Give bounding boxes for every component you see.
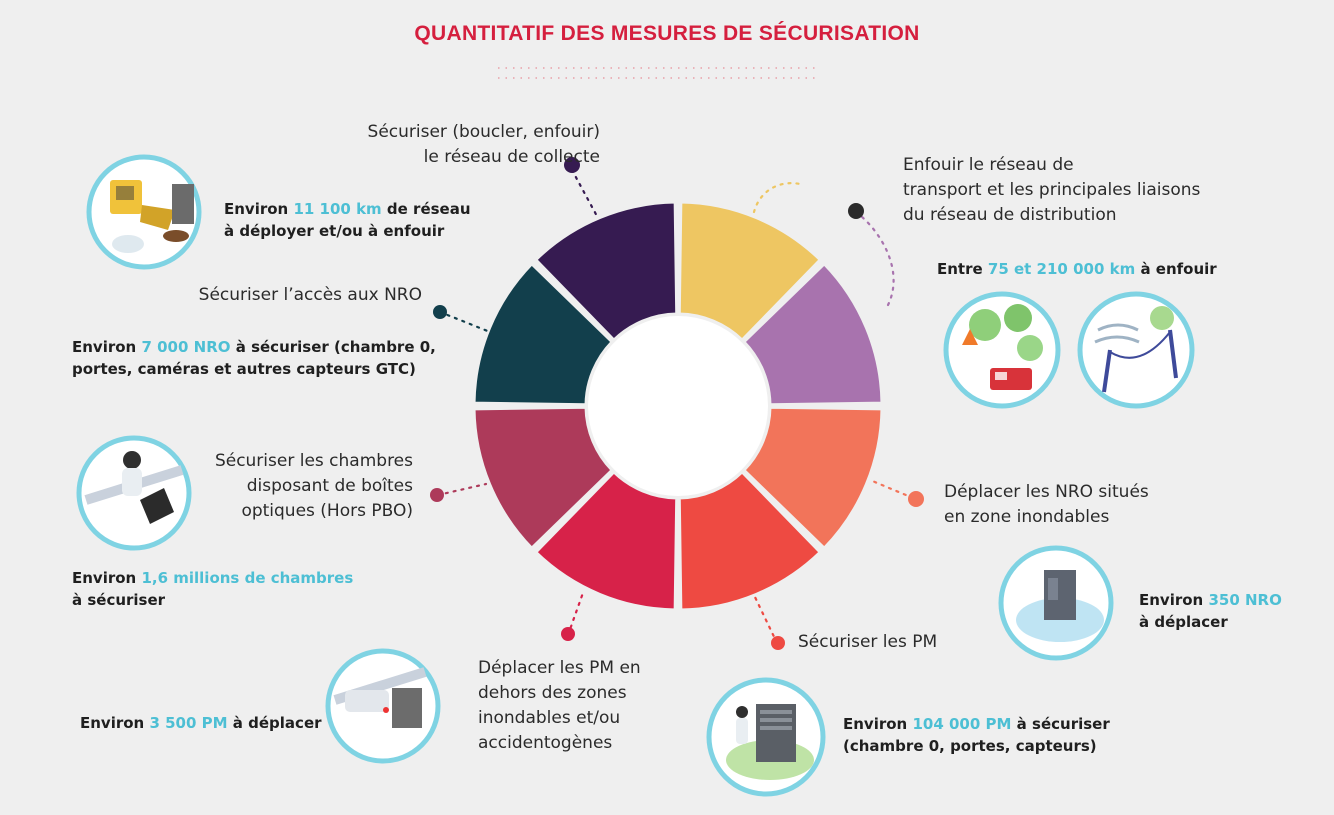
wind-icon [1077, 291, 1195, 409]
seg-pm [677, 470, 822, 612]
seg-pm-deplacer [534, 470, 679, 612]
label-chambres: Sécuriser les chambres disposant de boît… [214, 451, 413, 521]
connectors [436, 168, 915, 645]
donut-hole [588, 316, 768, 496]
dot-pm-deplacer [561, 627, 575, 641]
seg-nro [472, 262, 614, 407]
seg-transport-purple [742, 262, 884, 407]
manhole-worker-icon [76, 435, 192, 551]
forest-fire-icon [943, 291, 1061, 409]
title-underline [498, 67, 820, 79]
excavator-icon [86, 154, 202, 270]
dot-pm [771, 636, 785, 650]
car-crash-icon [325, 648, 441, 764]
seg-chambres [472, 405, 614, 550]
stat-collecte: Environ 11 100 km de réseau à déployer e… [224, 200, 471, 240]
page-title: QUANTITATIF DES MESURES DE SÉCURISATION [414, 22, 920, 45]
connector-dots [430, 157, 924, 650]
label-pm: Sécuriser les PM [798, 632, 938, 652]
flooded-cabinet-icon [998, 545, 1114, 661]
seg-nro-inondables [742, 405, 884, 550]
label-transport: Enfouir le réseau de transport et les pr… [903, 155, 1201, 225]
dot-collecte [564, 157, 580, 173]
dot-nro [433, 305, 447, 319]
stat-chambres: Environ 1,6 millions de chambres à sécur… [72, 569, 354, 609]
label-nro-inondables: Déplacer les NRO situés en zone inondabl… [944, 482, 1149, 527]
label-pm-deplacer: Déplacer les PM en dehors des zones inon… [478, 658, 641, 753]
stat-nro: Environ 7 000 NRO à sécuriser (chambre 0… [72, 338, 436, 378]
stat-nro-inondables: Environ 350 NRO à déplacer [1139, 591, 1282, 631]
street-cabinet-icon [706, 677, 826, 797]
measures-donut [472, 200, 884, 612]
seg-collecte [534, 200, 679, 342]
stat-transport: Entre 75 et 210 000 km à enfouir [937, 260, 1217, 278]
seg-transport-yellow [677, 200, 822, 342]
stat-pm: Environ 104 000 PM à sécuriser (chambre … [843, 715, 1110, 755]
dot-chambres [430, 488, 444, 502]
label-collecte: Sécuriser (boucler, enfouir) le réseau d… [367, 122, 600, 167]
dot-nro-inondables [908, 491, 924, 507]
dot-transport [848, 203, 864, 219]
label-nro: Sécuriser l’accès aux NRO [198, 285, 422, 305]
stat-pm-deplacer: Environ 3 500 PM à déplacer [80, 714, 322, 732]
